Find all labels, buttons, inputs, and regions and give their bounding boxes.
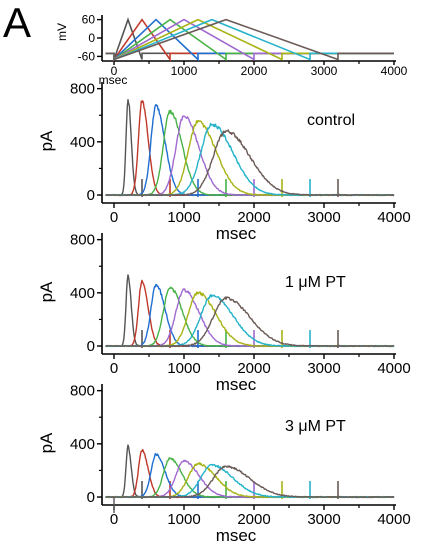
x-tick-label: 3000 [307, 360, 340, 377]
y-tick-label: 0 [87, 489, 95, 506]
pt1-label: 1 μM PT [285, 274, 346, 291]
x-tick-label: 0 [110, 209, 118, 226]
x-tick-label: 2000 [237, 360, 270, 377]
x-tick-label: 3000 [307, 209, 340, 226]
x-tick-label: 4000 [377, 511, 410, 528]
pt3-ylabel: pA [37, 432, 56, 453]
x-tick-label: 3000 [311, 64, 338, 78]
x-tick-label: 3000 [307, 511, 340, 528]
pt3-xlabel: msec [216, 526, 257, 545]
control-ylabel: pA [37, 130, 56, 151]
protocol-xlabel: msec [99, 73, 128, 87]
protocol-ylabel: mV [55, 23, 69, 41]
y-tick-label: 400 [70, 134, 95, 151]
y-tick-label: 800 [70, 383, 95, 400]
x-tick-label: 2000 [237, 209, 270, 226]
x-tick-label: 4000 [381, 64, 408, 78]
y-tick-label: 400 [70, 436, 95, 453]
y-tick-label: 60 [82, 13, 96, 27]
panel-letter: A [3, 0, 31, 46]
x-tick-label: 1000 [167, 209, 200, 226]
y-tick-label: 400 [70, 285, 95, 302]
current-trace-8 [105, 129, 395, 197]
pt3-label: 3 μM PT [285, 418, 346, 435]
pt1-xlabel: msec [216, 375, 257, 394]
y-tick-label: 800 [70, 81, 95, 98]
y-tick-label: 0 [87, 187, 95, 204]
current-trace-6 [105, 291, 395, 348]
y-tick-label: 0 [87, 338, 95, 355]
x-tick-label: 0 [110, 360, 118, 377]
x-tick-label: 2000 [241, 64, 268, 78]
control-label: control [307, 112, 355, 129]
x-tick-label: 2000 [237, 511, 270, 528]
pt1-ylabel: pA [37, 281, 56, 302]
x-tick-label: 0 [110, 511, 118, 528]
x-tick-label: 4000 [377, 360, 410, 377]
y-tick-label: 800 [70, 232, 95, 249]
y-tick-label: -60 [78, 49, 96, 63]
x-tick-label: 0 [111, 64, 118, 78]
x-tick-label: 1000 [167, 511, 200, 528]
voltage-protocol-panel: 0 1000 2000 3000 4000 60 0 -60 [78, 13, 408, 78]
y-tick-label: 0 [88, 31, 95, 45]
current-trace-8 [105, 296, 395, 348]
protocol-trace-8 [105, 18, 394, 61]
current-trace-8 [105, 465, 394, 499]
control-xlabel: msec [216, 224, 257, 243]
x-tick-label: 4000 [377, 209, 410, 226]
x-tick-label: 1000 [171, 64, 198, 78]
x-tick-label: 1000 [167, 360, 200, 377]
